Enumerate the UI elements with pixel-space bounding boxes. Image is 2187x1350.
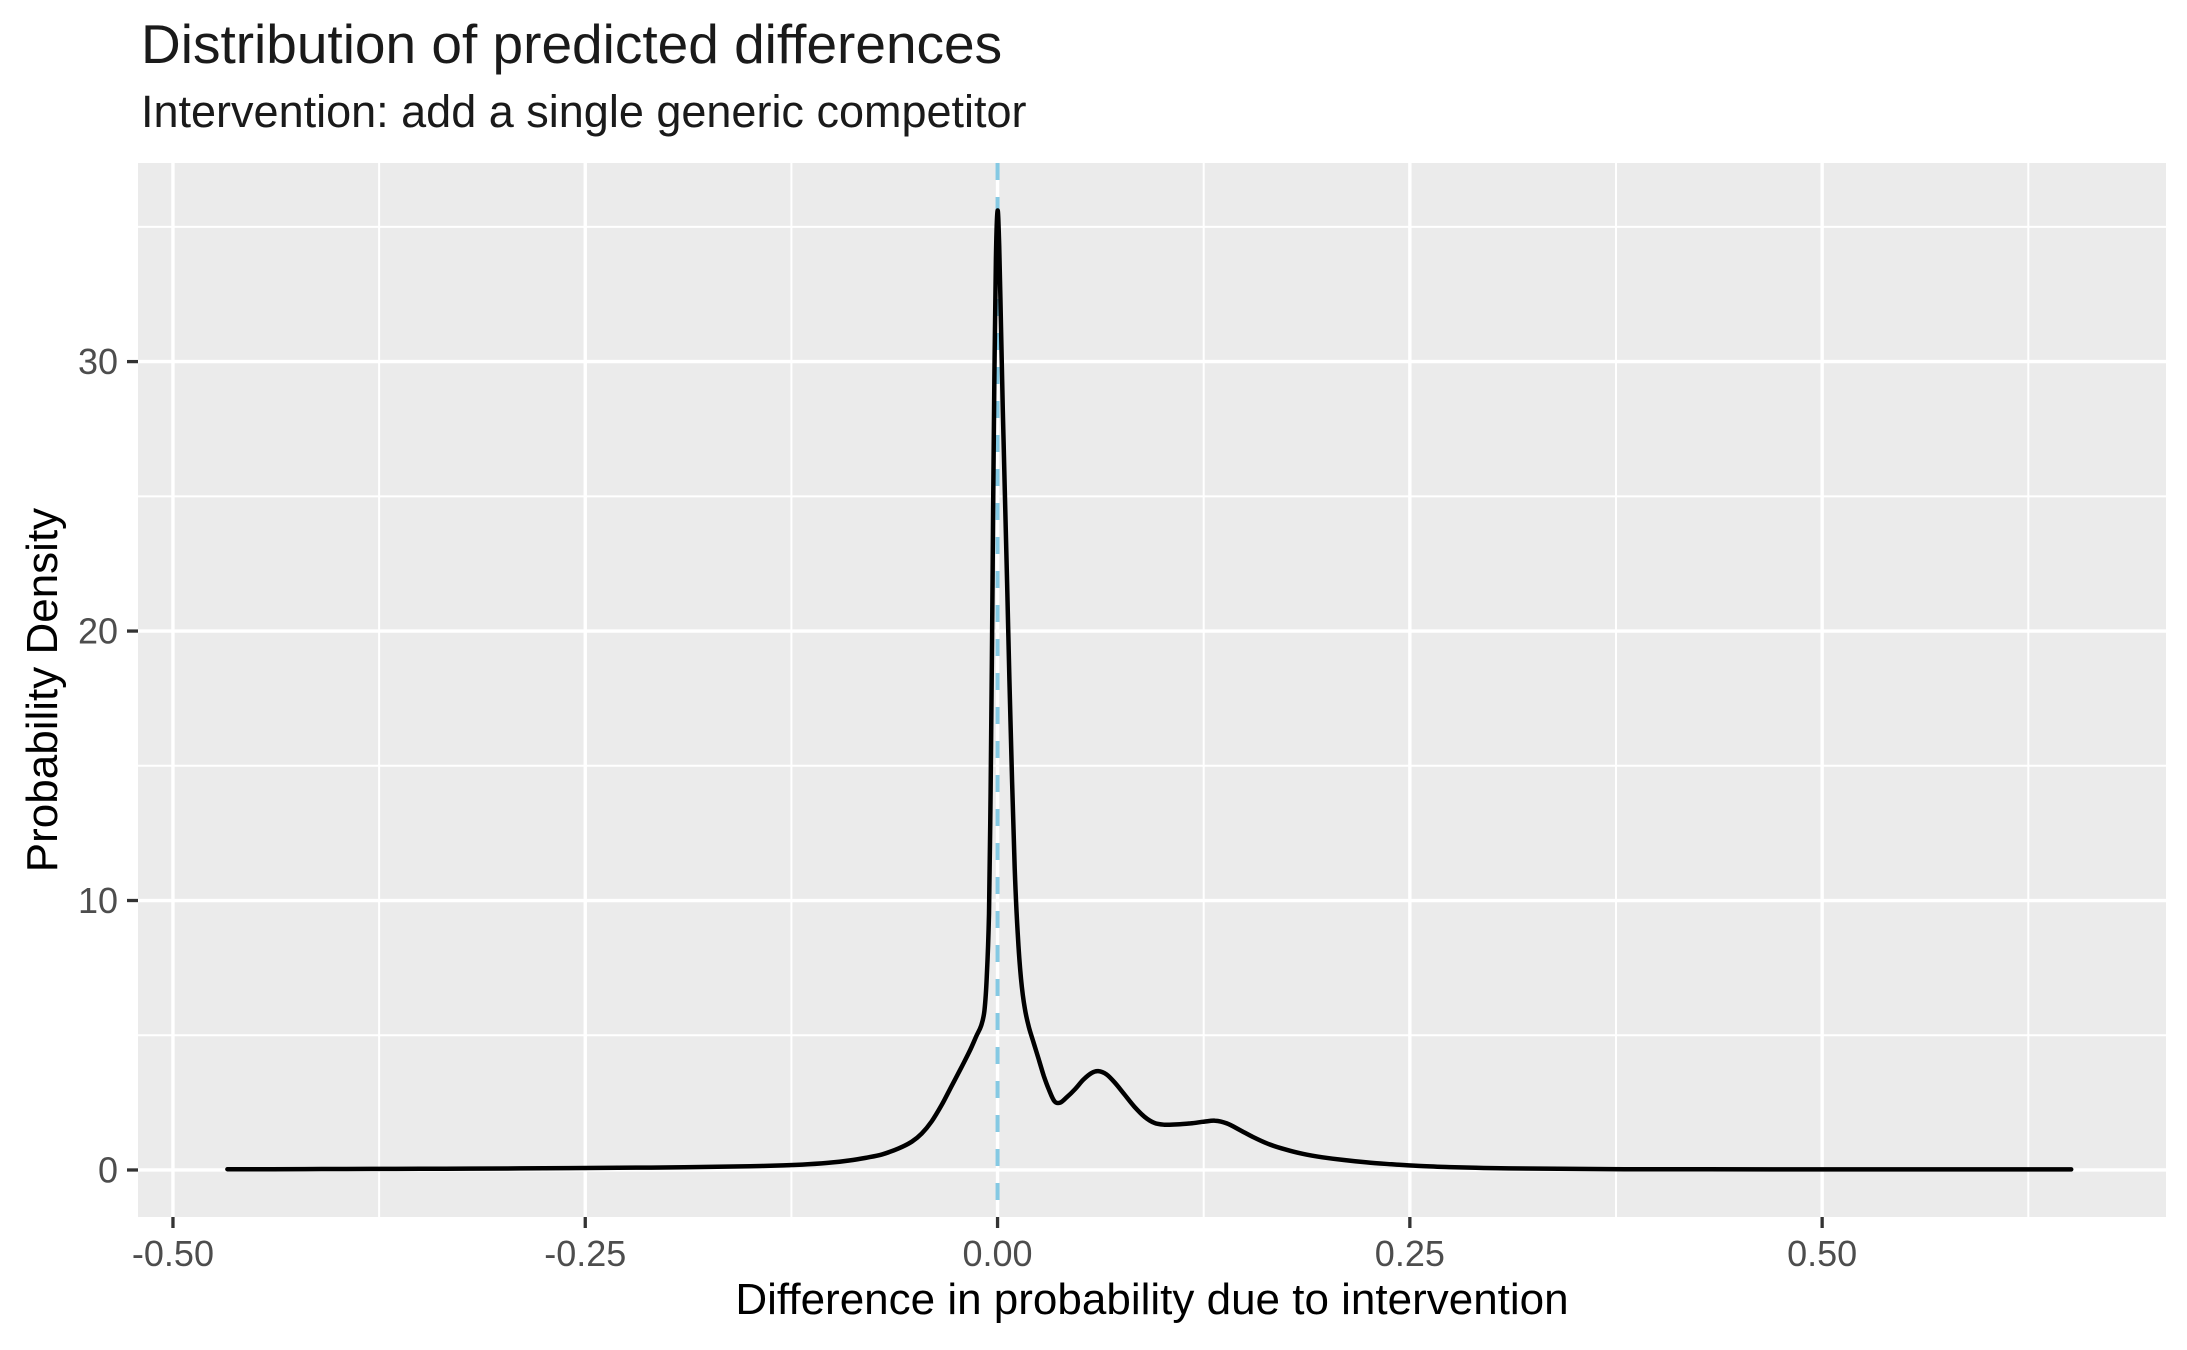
density-curve xyxy=(225,208,2074,1172)
x-tick-label: 0.00 xyxy=(963,1233,1033,1274)
x-tick-label: -0.50 xyxy=(132,1233,214,1274)
x-tick-label: 0.50 xyxy=(1787,1233,1857,1274)
y-tick-label: 10 xyxy=(78,880,118,921)
plot-title: Distribution of predicted differences xyxy=(141,13,1003,75)
y-tick-label: 0 xyxy=(98,1149,118,1190)
y-tick-label: 30 xyxy=(78,341,118,382)
plot-subtitle: Intervention: add a single generic compe… xyxy=(141,86,1027,137)
x-axis-title: Difference in probability due to interve… xyxy=(735,1275,1569,1324)
x-tick-label: -0.25 xyxy=(544,1233,626,1274)
y-tick-label: 20 xyxy=(78,611,118,652)
y-axis-title: Probability Density xyxy=(18,507,67,873)
plot-panel xyxy=(138,163,2166,1217)
x-tick-label: 0.25 xyxy=(1375,1233,1445,1274)
